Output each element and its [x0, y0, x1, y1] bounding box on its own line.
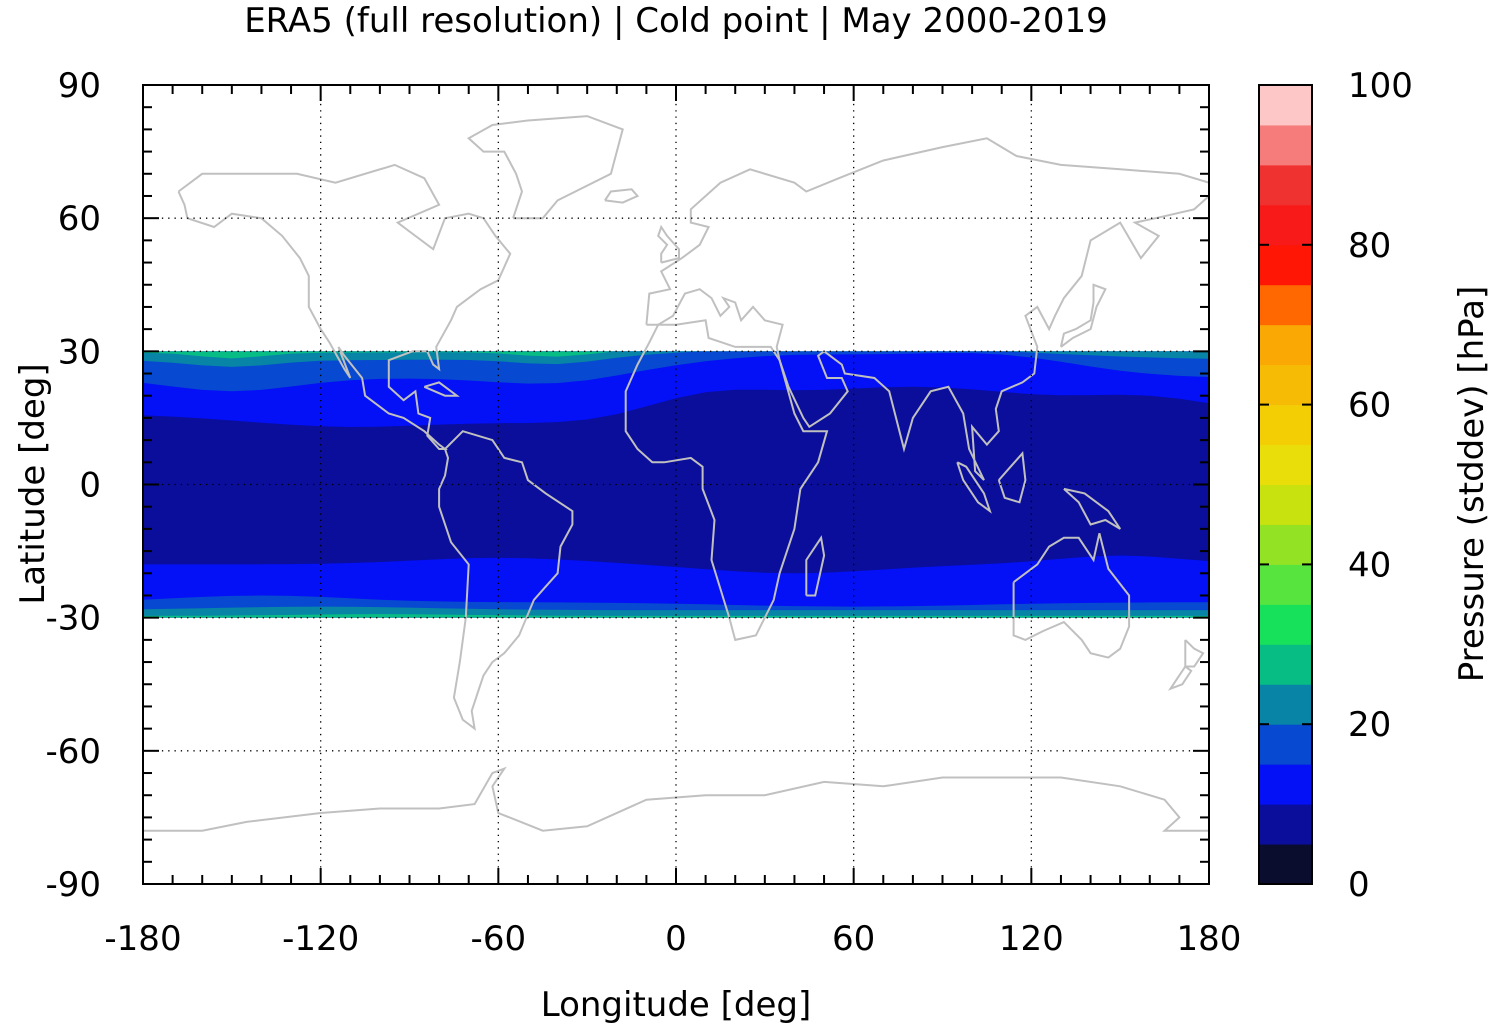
coastline-13 — [1167, 665, 1193, 691]
colorbar-tick-label: 0 — [1348, 865, 1370, 905]
colorbar-swatch — [1259, 484, 1312, 525]
colorbar-swatch — [1259, 204, 1312, 246]
y-tick-label: 0 — [79, 466, 101, 506]
y-tick-label: -90 — [45, 865, 101, 905]
y-tick-label: 90 — [58, 66, 101, 106]
colorbar-swatch — [1259, 564, 1312, 605]
band-south-2 — [143, 614, 1209, 618]
colorbar-swatch — [1259, 164, 1312, 206]
coastline-8 — [997, 451, 1027, 504]
band-north-3 — [143, 351, 1209, 359]
colorbar-frame — [1258, 84, 1313, 885]
coastline-5 — [645, 137, 1209, 481]
x-tick-label: 0 — [665, 919, 687, 959]
x-tick-labels: -180 -120 -60 0 60 120 180 — [104, 919, 1241, 959]
colorbar-swatch — [1259, 324, 1312, 366]
y-tick-labels: -90 -60 -30 0 30 60 90 — [45, 66, 101, 905]
colorbar-swatch — [1259, 764, 1312, 805]
coastline-10 — [1063, 487, 1122, 530]
coastline-0 — [177, 163, 512, 450]
colorbar-swatch — [1259, 284, 1312, 326]
axis-ticks — [142, 84, 1210, 885]
gridlines — [143, 85, 1209, 884]
colorbar-swatch — [1259, 404, 1312, 446]
band-core — [143, 386, 1209, 574]
coastline-14 — [143, 766, 1209, 832]
y-tick-label: 30 — [58, 332, 101, 372]
band-north-1 — [143, 351, 1209, 392]
coastline-11 — [1012, 533, 1131, 659]
colorbar-tick-label: 80 — [1348, 226, 1391, 266]
x-tick-label: 180 — [1177, 919, 1242, 959]
coastline-7 — [657, 224, 680, 264]
y-tick-label: -30 — [45, 599, 101, 639]
colorbar-tick-label: 100 — [1348, 66, 1413, 106]
coastlines — [143, 115, 1209, 832]
colorbar-swatch — [1259, 724, 1312, 765]
coastline-1 — [466, 115, 624, 220]
colorbar-tick-labels: 0 20 40 60 80 100 — [1348, 66, 1413, 905]
y-tick-label: 60 — [58, 199, 101, 239]
colorbar-swatch — [1259, 644, 1312, 685]
colorbar-swatch — [1259, 684, 1312, 725]
colorbar-tick-label: 40 — [1348, 545, 1391, 585]
x-tick-label: 120 — [999, 919, 1064, 959]
coastline-9 — [956, 461, 992, 514]
colorbar-swatch — [1259, 844, 1312, 885]
colorbar-swatch — [1259, 364, 1312, 406]
y-axis-label: Latitude [deg] — [13, 363, 53, 604]
colorbar-swatch — [1259, 604, 1312, 645]
x-tick-label: 60 — [832, 919, 875, 959]
coastline-15 — [604, 188, 640, 204]
coastline-2 — [438, 430, 574, 731]
colorbar-swatch — [1259, 524, 1312, 565]
coastline-16 — [423, 381, 460, 397]
coastline-12 — [1184, 639, 1205, 668]
y-tick-label: -60 — [45, 732, 101, 772]
colorbar — [1259, 84, 1312, 885]
colorbar-tick-label: 20 — [1348, 705, 1391, 745]
coastline-3 — [624, 319, 829, 642]
stddev-field — [143, 351, 1209, 618]
colorbar-tick-label: 60 — [1348, 386, 1391, 426]
colorbar-swatch — [1259, 444, 1312, 485]
x-tick-label: -180 — [104, 919, 181, 959]
colorbar-swatch — [1259, 804, 1312, 845]
x-axis-label: Longitude [deg] — [541, 985, 812, 1025]
coastline-6 — [1059, 283, 1107, 348]
colorbar-label: Pressure (stddev) [hPa] — [1452, 286, 1492, 682]
x-tick-label: -60 — [471, 919, 527, 959]
colorbar-swatch — [1259, 85, 1312, 126]
band-north-2 — [143, 351, 1209, 367]
chart-title: ERA5 (full resolution) | Cold point | Ma… — [244, 1, 1108, 41]
colorbar-swatch — [1259, 244, 1312, 286]
coastline-4 — [805, 535, 826, 597]
x-tick-label: -120 — [282, 919, 359, 959]
plot-area — [143, 85, 1209, 884]
colorbar-swatch — [1259, 124, 1312, 166]
